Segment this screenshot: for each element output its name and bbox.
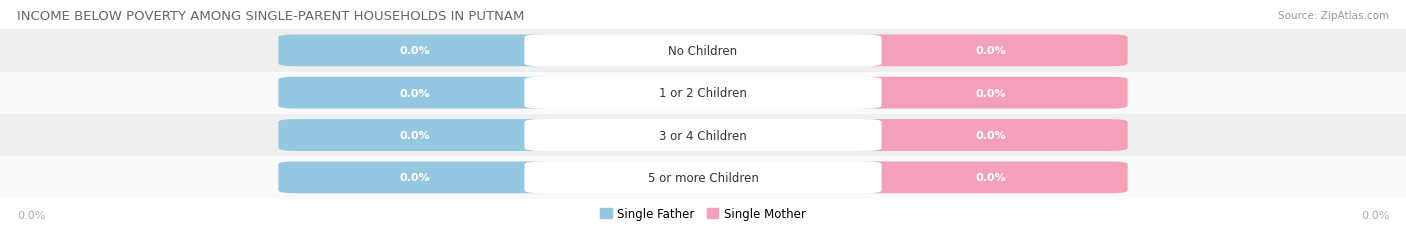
FancyBboxPatch shape <box>278 35 551 67</box>
Bar <box>0 114 1406 157</box>
FancyBboxPatch shape <box>524 77 882 109</box>
Bar <box>0 157 1406 199</box>
Text: 5 or more Children: 5 or more Children <box>648 171 758 184</box>
FancyBboxPatch shape <box>278 120 551 151</box>
Text: 0.0%: 0.0% <box>399 131 430 140</box>
Text: No Children: No Children <box>668 45 738 58</box>
Text: 0.0%: 0.0% <box>976 173 1007 182</box>
Text: 0.0%: 0.0% <box>1361 210 1389 220</box>
FancyBboxPatch shape <box>855 35 1128 67</box>
Text: 0.0%: 0.0% <box>976 88 1007 98</box>
Text: INCOME BELOW POVERTY AMONG SINGLE-PARENT HOUSEHOLDS IN PUTNAM: INCOME BELOW POVERTY AMONG SINGLE-PARENT… <box>17 10 524 23</box>
Bar <box>0 72 1406 114</box>
FancyBboxPatch shape <box>855 77 1128 109</box>
FancyBboxPatch shape <box>524 162 882 193</box>
FancyBboxPatch shape <box>855 120 1128 151</box>
FancyBboxPatch shape <box>524 35 882 67</box>
Text: 0.0%: 0.0% <box>976 131 1007 140</box>
Text: 1 or 2 Children: 1 or 2 Children <box>659 87 747 100</box>
Text: 0.0%: 0.0% <box>399 173 430 182</box>
FancyBboxPatch shape <box>855 162 1128 193</box>
Text: 3 or 4 Children: 3 or 4 Children <box>659 129 747 142</box>
Bar <box>0 30 1406 72</box>
Text: 0.0%: 0.0% <box>399 46 430 56</box>
FancyBboxPatch shape <box>278 162 551 193</box>
Text: 0.0%: 0.0% <box>17 210 45 220</box>
Text: 0.0%: 0.0% <box>399 88 430 98</box>
Text: Source: ZipAtlas.com: Source: ZipAtlas.com <box>1278 11 1389 21</box>
FancyBboxPatch shape <box>278 77 551 109</box>
FancyBboxPatch shape <box>524 120 882 151</box>
Text: 0.0%: 0.0% <box>976 46 1007 56</box>
Legend: Single Father, Single Mother: Single Father, Single Mother <box>595 203 811 225</box>
